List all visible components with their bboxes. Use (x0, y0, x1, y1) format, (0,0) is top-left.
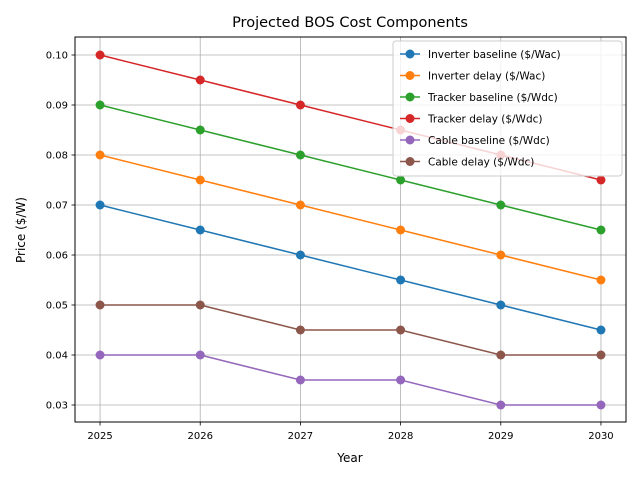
y-axis-label: Price ($/W) (14, 197, 28, 263)
data-point (496, 400, 506, 410)
legend-label: Inverter baseline ($/Wac) (428, 49, 561, 61)
y-tick-label: 0.04 (46, 351, 68, 362)
legend-box (392, 40, 623, 177)
x-tick-label: 2029 (488, 431, 513, 442)
series-inverter-delay-wac (95, 150, 606, 285)
data-point (295, 200, 305, 210)
data-point (496, 350, 506, 360)
series-cable-delay-wdc (95, 300, 606, 360)
y-tick-label: 0.03 (46, 401, 68, 412)
series-tracker-baseline-wdc (95, 100, 606, 235)
legend-item: Tracker baseline ($/Wdc) (400, 92, 558, 104)
legend-item: Cable delay ($/Wdc) (400, 157, 534, 169)
data-point (195, 75, 205, 85)
legend: Inverter baseline ($/Wac) Inverter delay … (392, 40, 623, 177)
data-point (295, 150, 305, 160)
y-tick-label: 0.10 (46, 51, 68, 62)
x-tick-label: 2027 (288, 431, 313, 442)
legend-label: Tracker delay ($/Wdc) (427, 114, 542, 126)
legend-label: Cable baseline ($/Wdc) (428, 135, 550, 147)
series-line (100, 354, 601, 406)
y-tick-label: 0.09 (46, 101, 68, 112)
data-point (295, 325, 305, 335)
series-line (100, 304, 601, 356)
series-inverter-baseline-wac (95, 200, 606, 335)
y-tick-label: 0.06 (46, 251, 68, 262)
data-point (95, 150, 105, 160)
x-tick-label: 2030 (588, 431, 613, 442)
axes-frame (74, 36, 627, 423)
data-point (95, 350, 105, 360)
data-point (195, 125, 205, 135)
legend-item: Cable baseline ($/Wdc) (400, 135, 550, 147)
legend-marker (405, 92, 415, 102)
series-line (99, 104, 602, 231)
data-point (95, 300, 105, 310)
data-point (396, 275, 406, 285)
x-axis-label: Year (336, 451, 362, 465)
x-tick-label: 2026 (188, 431, 213, 442)
data-point (195, 175, 205, 185)
data-point (95, 100, 105, 110)
legend-marker (405, 135, 415, 145)
data-point (295, 100, 305, 110)
data-point (95, 200, 105, 210)
series-line (99, 204, 602, 331)
series-lines (95, 50, 606, 410)
data-point (95, 50, 105, 60)
legend-marker (405, 71, 415, 80)
y-tick-label: 0.07 (46, 201, 68, 212)
series-cable-baseline-wdc (95, 350, 606, 410)
legend-item: Inverter baseline ($/Wac) (400, 49, 561, 61)
legend-item: Inverter delay ($/Wac) (400, 71, 545, 83)
data-point (396, 325, 406, 335)
y-tick-label: 0.05 (46, 301, 68, 312)
data-point (596, 325, 606, 335)
x-tick-label: 2025 (87, 431, 112, 442)
data-point (295, 375, 305, 385)
legend-marker (405, 114, 415, 123)
data-point (496, 200, 506, 210)
data-point (596, 175, 606, 185)
x-axis-ticks: 2025 2026 2027 2028 2029 2030 (87, 422, 614, 442)
y-axis-ticks: 0.03 0.04 0.05 0.06 0.07 0.08 0.09 0.10 (46, 51, 75, 412)
data-point (496, 250, 506, 260)
data-point (596, 350, 606, 360)
y-tick-label: 0.08 (46, 151, 68, 162)
legend-marker (405, 157, 415, 166)
data-point (396, 375, 406, 385)
data-point (596, 225, 606, 235)
legend-marker (405, 49, 415, 59)
legend-label: Cable delay ($/Wdc) (428, 157, 534, 169)
data-point (195, 350, 205, 360)
data-point (396, 175, 406, 185)
x-tick-label: 2028 (388, 431, 413, 442)
legend-label: Tracker baseline ($/Wdc) (427, 92, 558, 104)
legend-label: Inverter delay ($/Wac) (428, 71, 545, 83)
data-point (596, 400, 606, 410)
data-point (195, 300, 205, 310)
data-point (596, 275, 606, 285)
data-point (396, 225, 406, 235)
series-line (99, 154, 602, 281)
data-point (195, 225, 205, 235)
legend-item: Tracker delay ($/Wdc) (400, 114, 542, 126)
data-point (295, 250, 305, 260)
chart-title: Projected BOS Cost Components (232, 15, 468, 31)
data-point (496, 300, 506, 310)
